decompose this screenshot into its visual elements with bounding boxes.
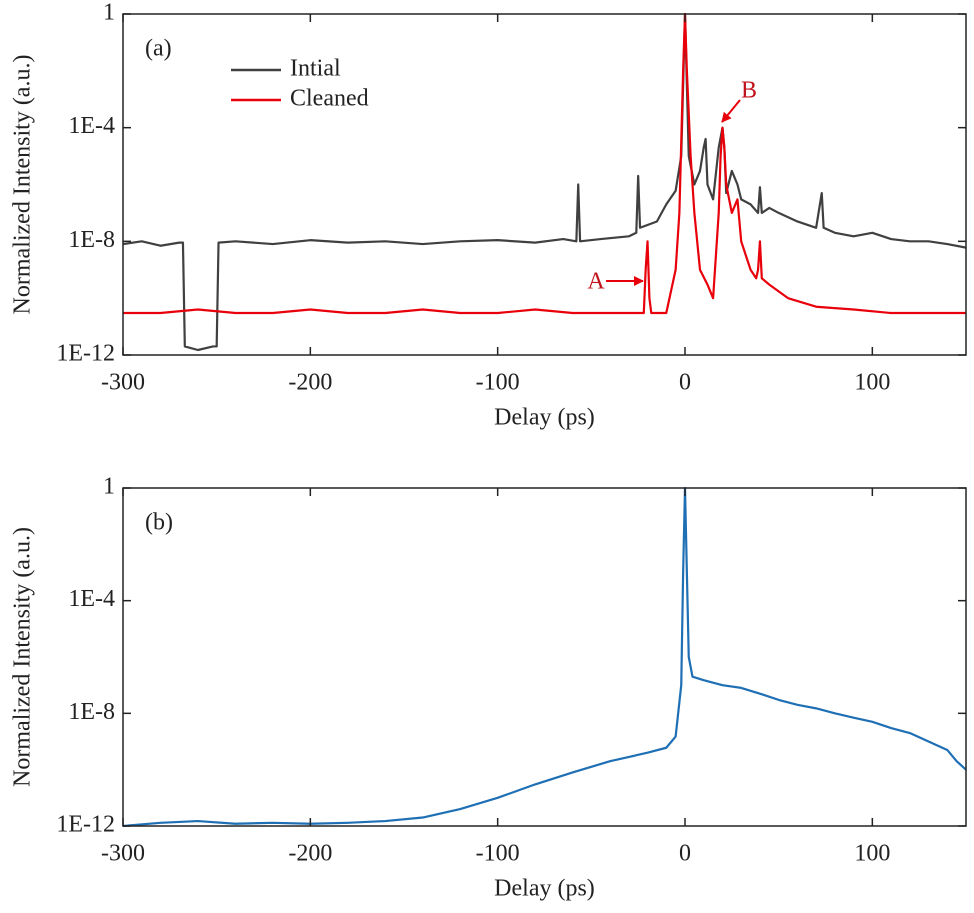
data-line — [123, 12, 966, 315]
y-tick-label: 1E-4 — [68, 586, 115, 612]
y-tick-label: 1E-8 — [68, 227, 115, 253]
x-axis-label: Delay (ps) — [494, 405, 595, 431]
y-tick-label: 1E-4 — [68, 113, 115, 139]
panel-label: (b) — [145, 510, 173, 536]
x-tick-label: -200 — [288, 370, 332, 396]
x-tick-label: 0 — [679, 841, 691, 867]
annotation: B — [741, 78, 757, 104]
plot-frame — [122, 13, 967, 356]
data-line — [122, 12, 967, 352]
y-tick-label: 1E-12 — [56, 812, 115, 838]
x-tick-label: -300 — [101, 370, 145, 396]
x-tick-label: -100 — [476, 841, 520, 867]
y-tick-label: 1 — [103, 0, 115, 26]
y-axis-label: Normalized Intensity (a.u.) — [10, 527, 36, 787]
data-line — [122, 486, 967, 828]
plot-frame — [122, 487, 967, 827]
legend-label: Cleaned — [290, 86, 369, 112]
annotation: A — [587, 269, 605, 295]
legend-label: Intial — [290, 56, 341, 82]
x-tick-label: 0 — [679, 370, 691, 396]
x-tick-label: -200 — [288, 841, 332, 867]
y-axis-label: Normalized Intensity (a.u.) — [10, 55, 36, 315]
x-axis-label: Delay (ps) — [494, 876, 595, 902]
annotation-arrow — [721, 99, 741, 123]
x-tick-label: -300 — [101, 841, 145, 867]
x-tick-label: 100 — [854, 370, 890, 396]
x-tick-label: -100 — [476, 370, 520, 396]
y-tick-label: 1E-12 — [56, 341, 115, 367]
y-tick-label: 1 — [103, 474, 115, 500]
panel-label: (a) — [145, 36, 172, 62]
x-tick-label: 100 — [854, 841, 890, 867]
y-tick-label: 1E-8 — [68, 699, 115, 725]
